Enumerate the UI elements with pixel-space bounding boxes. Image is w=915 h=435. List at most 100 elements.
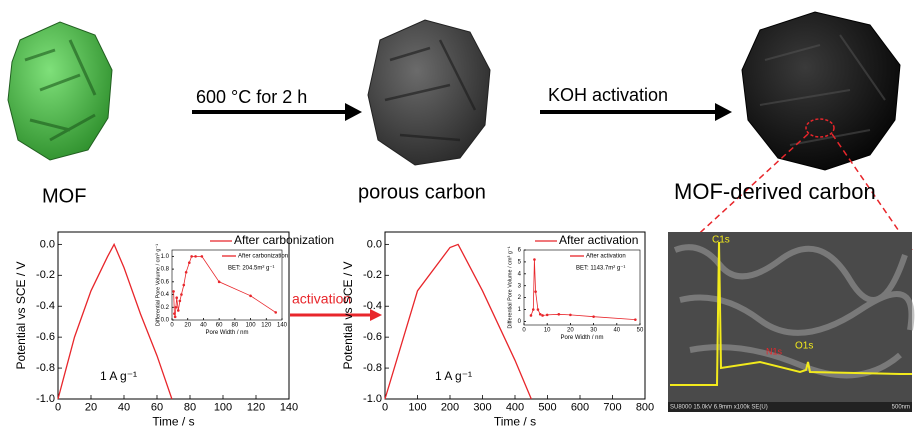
data-point — [188, 261, 191, 264]
y-tick-label: 1 — [518, 307, 522, 313]
data-point — [185, 271, 188, 274]
sem-image — [668, 232, 912, 412]
x-tick-label: 30 — [590, 327, 597, 333]
x-tick-label: 20 — [567, 327, 574, 333]
data-point — [530, 314, 533, 317]
legend-label: After activation — [586, 254, 626, 260]
data-point — [218, 281, 221, 284]
data-point — [569, 314, 572, 317]
legend-label: After carbonization — [238, 254, 288, 260]
y-tick-label: 5 — [518, 259, 522, 265]
x-tick-label: 120 — [261, 322, 272, 328]
y-tick-label: -1.0 — [36, 393, 55, 405]
x-tick-label: 120 — [247, 402, 265, 414]
x-tick-label: 80 — [232, 322, 239, 328]
x-tick-label: 100 — [214, 402, 232, 414]
y-tick-label: 3 — [518, 283, 522, 289]
data-point — [592, 315, 595, 318]
y-tick-label: 0.8 — [161, 267, 170, 273]
legend-label: After activation — [559, 233, 638, 247]
data-point — [537, 308, 540, 311]
annotation: 1 A g⁻¹ — [100, 369, 137, 383]
y-tick-label: -0.8 — [363, 362, 382, 374]
x-tick-label: 140 — [280, 402, 298, 414]
y-tick-label: -0.2 — [36, 269, 55, 281]
data-point — [175, 306, 178, 309]
label: KOH activation — [548, 85, 668, 105]
data-point — [532, 308, 535, 311]
x-axis-title: Pore Width / nm — [205, 330, 248, 336]
y-tick-label: -0.2 — [363, 269, 382, 281]
y-tick-label: 0.6 — [161, 279, 170, 285]
y-tick-label: -0.6 — [36, 331, 55, 343]
x-axis-title: Time / s — [494, 414, 536, 428]
y-tick-label: 1.0 — [161, 254, 170, 260]
label: 600 °C for 2 h — [196, 87, 307, 107]
x-tick-label: 40 — [118, 402, 130, 414]
data-point — [249, 295, 252, 298]
x-tick-label: 0 — [382, 402, 388, 414]
data-point — [194, 255, 197, 258]
y-tick-label: 2 — [518, 295, 522, 301]
x-tick-label: 600 — [571, 402, 589, 414]
x-axis-title: Time / s — [152, 414, 194, 428]
data-point — [190, 255, 193, 258]
label: 500nm — [892, 405, 910, 411]
x-tick-label: 140 — [277, 322, 288, 328]
x-tick-label: 0 — [55, 402, 61, 414]
label: MOF — [42, 185, 86, 207]
mof-particle — [8, 22, 112, 160]
data-point — [634, 318, 637, 321]
x-tick-label: 100 — [408, 402, 426, 414]
data-point — [172, 290, 175, 293]
data-point — [533, 258, 536, 261]
x-tick-label: 10 — [544, 327, 551, 333]
label: C1s — [712, 235, 730, 246]
data-point — [534, 290, 537, 293]
x-tick-label: 50 — [637, 327, 644, 333]
x-tick-label: 80 — [184, 402, 196, 414]
y-tick-label: 0.0 — [40, 238, 55, 250]
x-tick-label: 0 — [522, 327, 526, 333]
data-point — [539, 313, 542, 316]
data-point — [274, 311, 277, 314]
x-tick-label: 20 — [85, 402, 97, 414]
y-tick-label: 0 — [518, 319, 522, 325]
data-point — [175, 296, 178, 299]
y-axis-title: Differential Pore Volume / cm³ g⁻¹ — [507, 246, 513, 328]
data-point — [174, 316, 177, 319]
y-axis-title: Potential vs SCE / V — [14, 261, 28, 369]
y-axis-title: Potential vs SCE / V — [341, 261, 355, 369]
annotation: BET: 1143.7m² g⁻¹ — [576, 266, 625, 272]
y-tick-label: 4 — [518, 271, 522, 277]
data-point — [179, 300, 182, 303]
porous-carbon-particle — [368, 20, 490, 165]
label: porous carbon — [358, 181, 486, 203]
x-tick-label: 800 — [636, 402, 654, 414]
y-tick-label: 6 — [518, 248, 522, 254]
data-point — [541, 314, 544, 317]
y-tick-label: 0.2 — [161, 305, 170, 311]
x-tick-label: 400 — [506, 402, 524, 414]
y-axis-title: Differential Pore Volume / cm³ g⁻¹ — [155, 244, 161, 326]
label: O1s — [795, 341, 813, 352]
legend-label: After carbonization — [234, 233, 334, 247]
y-tick-label: 0.0 — [367, 238, 382, 250]
x-tick-label: 700 — [603, 402, 621, 414]
label: N1s — [766, 346, 783, 356]
data-point — [177, 309, 180, 312]
figure: MOF 600 °C for 2 h porous carbon KOH act… — [0, 0, 915, 435]
x-axis-title: Pore Width / nm — [560, 335, 603, 341]
page: MOF 600 °C for 2 h porous carbon KOH act… — [0, 0, 915, 435]
x-tick-label: 100 — [246, 322, 257, 328]
y-tick-label: -0.8 — [36, 362, 55, 374]
annotation: 1 A g⁻¹ — [435, 369, 472, 383]
x-tick-label: 60 — [151, 402, 163, 414]
label: SU8000 15.0kV 6.9mm x100k SE(U) — [670, 405, 768, 411]
y-tick-label: -1.0 — [363, 393, 382, 405]
annotation: BET: 204.5m² g⁻¹ — [228, 266, 275, 272]
data-point — [558, 313, 561, 316]
x-tick-label: 200 — [441, 402, 459, 414]
data-point — [173, 312, 176, 315]
x-tick-label: 40 — [200, 322, 207, 328]
